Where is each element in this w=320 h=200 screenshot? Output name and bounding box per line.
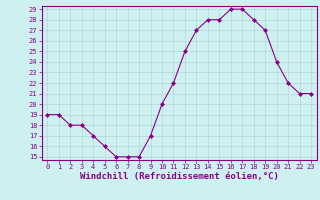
X-axis label: Windchill (Refroidissement éolien,°C): Windchill (Refroidissement éolien,°C) (80, 172, 279, 181)
